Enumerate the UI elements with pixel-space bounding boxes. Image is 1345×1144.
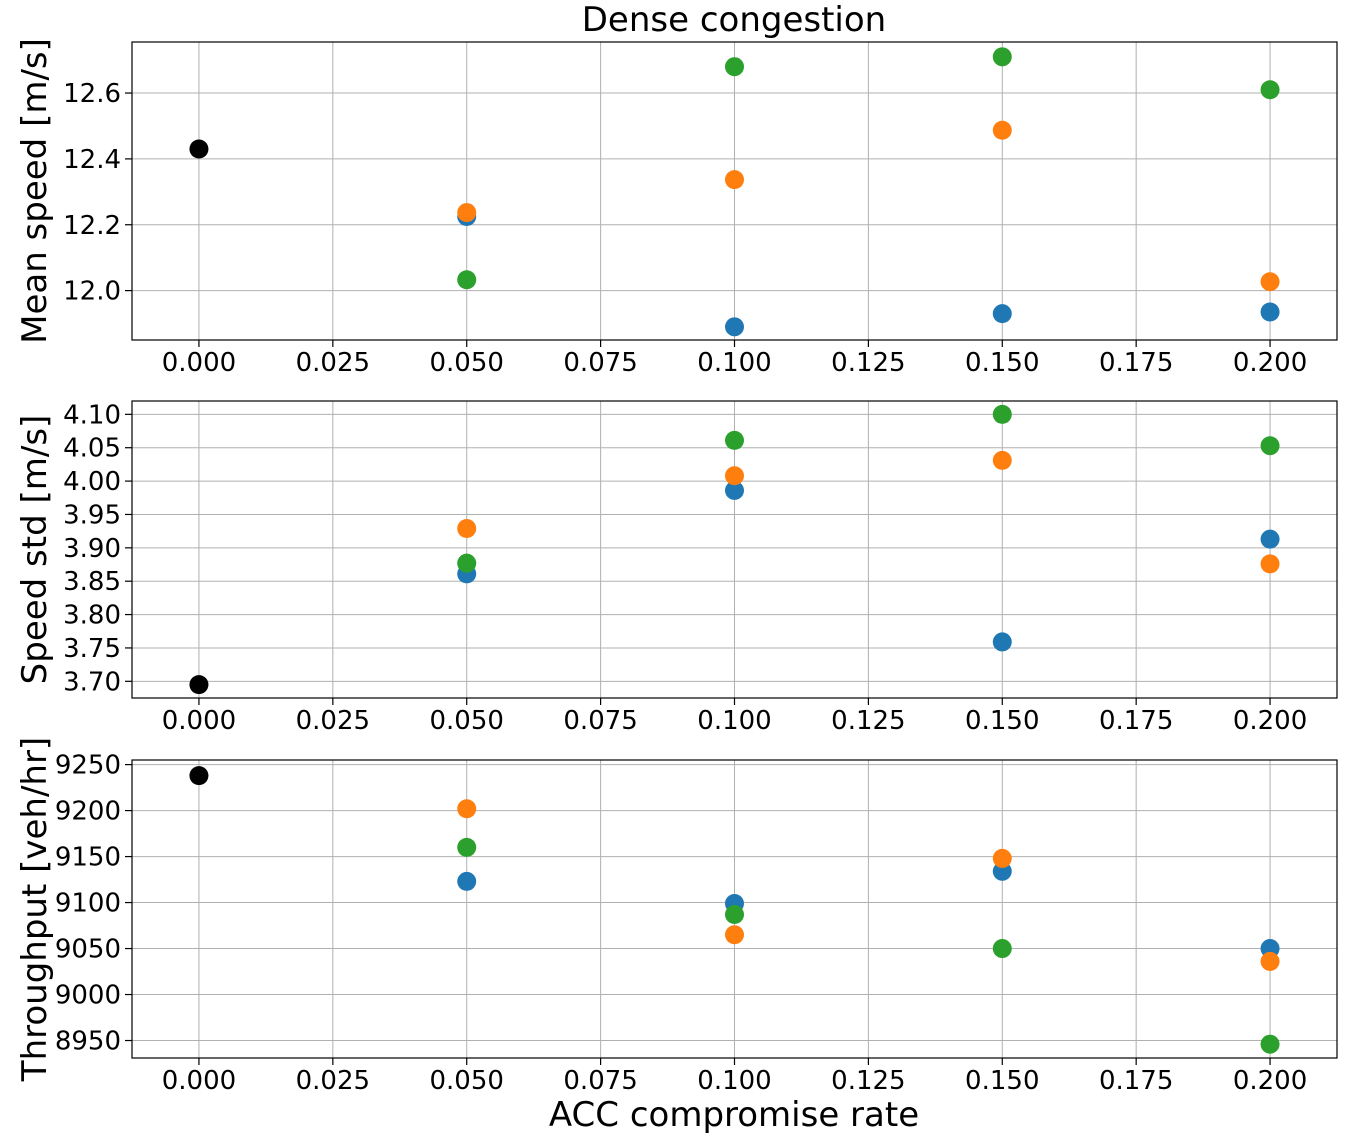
x-tick-label: 0.075 xyxy=(563,706,637,736)
data-point-series_1 xyxy=(725,317,744,337)
data-point-series_3 xyxy=(1260,1034,1280,1054)
data-point-series_3 xyxy=(725,905,744,925)
data-point-series_2 xyxy=(992,450,1012,470)
x-tick-label: 0.175 xyxy=(1099,706,1173,736)
x-tick-label: 0.200 xyxy=(1233,706,1307,736)
x-tick-label: 0.150 xyxy=(965,348,1039,378)
y-tick-label: 12.6 xyxy=(63,79,121,109)
y-tick-label: 3.75 xyxy=(63,634,121,664)
data-point-series_2 xyxy=(457,203,477,223)
data-point-series_2 xyxy=(1260,272,1280,292)
data-point-series_3 xyxy=(457,837,477,857)
y-tick-label: 12.2 xyxy=(63,211,121,241)
x-tick-label: 0.175 xyxy=(1099,1066,1173,1096)
data-point-series_3 xyxy=(457,553,477,573)
data-point-series_3 xyxy=(992,939,1012,959)
data-point-series_2 xyxy=(725,170,744,190)
data-point-series_2 xyxy=(1260,554,1280,574)
y-tick-label: 9200 xyxy=(55,797,121,827)
x-tick-label: 0.050 xyxy=(430,1066,504,1096)
x-tick-label: 0.125 xyxy=(831,348,905,378)
data-point-series_1 xyxy=(992,632,1012,652)
x-tick-label: 0.050 xyxy=(430,348,504,378)
data-point-series_2 xyxy=(1260,951,1280,971)
x-tick-label: 0.100 xyxy=(697,1066,771,1096)
data-point-baseline xyxy=(189,139,209,159)
y-tick-label: 4.10 xyxy=(63,400,121,430)
x-tick-label: 0.200 xyxy=(1233,348,1307,378)
x-tick-label: 0.125 xyxy=(831,706,905,736)
y-tick-label: 12.4 xyxy=(63,145,121,175)
x-tick-label: 0.025 xyxy=(296,1066,370,1096)
y-tick-label: 3.95 xyxy=(63,500,121,530)
y-tick-label: 4.05 xyxy=(63,434,121,464)
data-point-baseline xyxy=(189,766,209,786)
y-tick-label: 9250 xyxy=(55,751,121,781)
x-tick-label: 0.150 xyxy=(965,706,1039,736)
x-tick-label: 0.025 xyxy=(296,348,370,378)
x-tick-label: 0.000 xyxy=(162,348,236,378)
data-point-series_3 xyxy=(992,47,1012,67)
x-tick-label: 0.075 xyxy=(563,1066,637,1096)
x-axis-label: ACC compromise rate xyxy=(549,1095,919,1135)
data-point-series_3 xyxy=(457,270,477,290)
x-tick-label: 0.125 xyxy=(831,1066,905,1096)
data-point-series_2 xyxy=(725,925,744,945)
y-tick-label: 3.80 xyxy=(63,601,121,631)
x-tick-label: 0.100 xyxy=(697,348,771,378)
data-point-series_3 xyxy=(1260,436,1280,456)
panel-speed-std: 0.000 0.025 0.050 0.075 0.100 0.125 0.150 0.175… xyxy=(15,400,1338,736)
data-point-series_1 xyxy=(992,304,1012,324)
y-tick-label: 9150 xyxy=(55,843,121,873)
x-tick-label: 0.200 xyxy=(1233,1066,1307,1096)
data-point-series_2 xyxy=(457,518,477,538)
data-point-series_2 xyxy=(992,848,1012,868)
x-tick-label: 0.025 xyxy=(296,706,370,736)
data-point-series_3 xyxy=(725,430,744,450)
x-tick-label: 0.100 xyxy=(697,706,771,736)
chart-title: Dense congestion xyxy=(582,0,886,40)
data-point-series_2 xyxy=(725,466,744,486)
data-point-series_3 xyxy=(1260,80,1280,100)
y-tick-label: 3.90 xyxy=(63,534,121,564)
data-point-series_2 xyxy=(992,120,1012,140)
y-tick-label: 3.70 xyxy=(63,667,121,697)
panel-throughput: 0.000 0.025 0.050 0.075 0.100 0.125 0.150 0.175… xyxy=(15,737,1338,1096)
y-tick-label: 4.00 xyxy=(63,467,121,497)
y-tick-label: 9050 xyxy=(55,935,121,965)
data-point-series_3 xyxy=(725,57,744,77)
data-point-series_1 xyxy=(457,871,477,891)
x-tick-label: 0.150 xyxy=(965,1066,1039,1096)
y-axis-label-speed-std: Speed std [m/s] xyxy=(15,415,55,685)
data-point-series_1 xyxy=(725,480,744,500)
panel-mean-speed: 0.000 0.025 0.050 0.075 0.100 0.125 0.150 0.175… xyxy=(15,38,1338,378)
data-point-series_1 xyxy=(1260,302,1280,322)
y-axis-label-mean-speed: Mean speed [m/s] xyxy=(15,38,55,344)
data-point-series_1 xyxy=(1260,529,1280,549)
data-point-series_3 xyxy=(992,404,1012,424)
data-point-baseline xyxy=(189,675,209,695)
y-tick-label: 3.85 xyxy=(63,567,121,597)
x-tick-label: 0.175 xyxy=(1099,348,1173,378)
x-tick-label: 0.000 xyxy=(162,706,236,736)
x-tick-label: 0.000 xyxy=(162,1066,236,1096)
y-tick-label: 9100 xyxy=(55,889,121,919)
x-tick-label: 0.050 xyxy=(430,706,504,736)
y-axis-label-throughput: Throughput [veh/hr] xyxy=(15,737,55,1082)
data-point-series_2 xyxy=(457,799,477,819)
y-tick-label: 8950 xyxy=(55,1027,121,1057)
y-tick-label: 12.0 xyxy=(63,277,121,307)
y-tick-label: 9000 xyxy=(55,981,121,1011)
x-tick-label: 0.075 xyxy=(563,348,637,378)
